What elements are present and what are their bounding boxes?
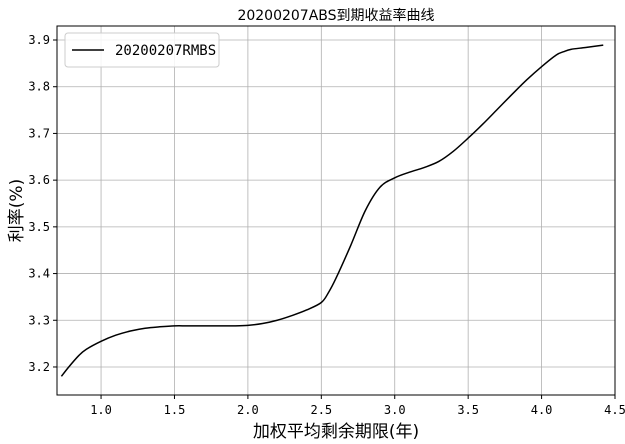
x-tick-label: 4.5 xyxy=(604,403,625,417)
x-tick-label: 1.0 xyxy=(90,403,112,417)
y-tick-label: 3.5 xyxy=(28,220,50,234)
y-tick-label: 3.2 xyxy=(28,360,50,374)
y-tick-label: 3.4 xyxy=(28,267,50,281)
x-axis: 1.0 1.5 2.0 2.5 3.0 3.5 4.0 4.5 xyxy=(90,395,625,417)
y-tick-label: 3.6 xyxy=(28,173,50,187)
y-tick-label: 3.9 xyxy=(28,33,50,47)
legend: 20200207RMBS xyxy=(64,32,220,68)
series-line-0 xyxy=(60,44,604,377)
x-tick-label: 3.5 xyxy=(457,403,479,417)
y-axis-label: 利率(%) xyxy=(7,179,27,242)
x-tick-label: 4.0 xyxy=(531,403,553,417)
chart-title: 20200207ABS到期收益率曲线 xyxy=(237,7,434,24)
legend-label: 20200207RMBS xyxy=(115,43,216,59)
y-tick-label: 3.3 xyxy=(28,313,50,327)
x-tick-label: 2.0 xyxy=(237,403,259,417)
x-tick-label: 1.5 xyxy=(164,403,186,417)
legend-box xyxy=(64,32,220,68)
x-tick-label: 3.0 xyxy=(384,403,406,417)
x-axis-label: 加权平均剩余期限(年) xyxy=(253,422,419,442)
x-tick-label: 2.5 xyxy=(310,403,332,417)
plot-frame xyxy=(56,25,616,396)
series-layer xyxy=(60,44,604,377)
y-axis: 3.2 3.3 3.4 3.5 3.6 3.7 3.8 3.9 xyxy=(28,33,57,374)
y-tick-label: 3.7 xyxy=(28,126,50,140)
y-tick-label: 3.8 xyxy=(28,80,50,94)
